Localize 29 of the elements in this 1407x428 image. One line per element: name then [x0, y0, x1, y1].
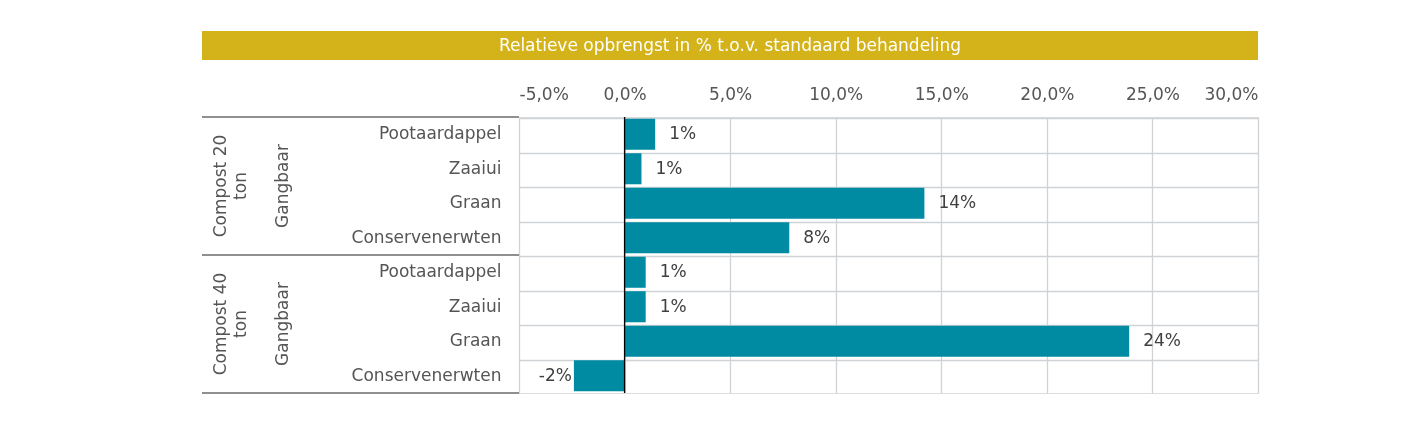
x-tick-label: 20,0%: [1020, 83, 1075, 104]
y-tick-label: Zaaiui: [448, 295, 502, 316]
y-tick-label: Conservenerwten: [351, 226, 502, 247]
text: Compost 40 ton: [210, 272, 250, 376]
text: Compost 20 ton: [210, 134, 250, 238]
chart-title: Relatieve opbrengst in % t.o.v. standaard behandeling: [498, 34, 962, 55]
text: Gangbaar: [272, 144, 292, 228]
y-tick-label: Graan: [449, 330, 502, 351]
y-tick-label: Conservenerwten: [351, 364, 502, 385]
data-label: 1%: [659, 261, 687, 282]
data-label: 8%: [803, 226, 831, 247]
y-tick-label: Pootaardappel: [378, 261, 502, 282]
data-label: 1%: [655, 157, 683, 178]
x-tick-label: 15,0%: [914, 83, 969, 104]
data-label: 24%: [1143, 330, 1181, 351]
x-tick-label: -5,0%: [519, 83, 569, 104]
data-label: 1%: [669, 123, 697, 144]
x-tick-label: 30,0%: [1204, 83, 1259, 104]
text: Gangbaar: [272, 282, 292, 366]
x-tick-label: 10,0%: [809, 83, 864, 104]
x-tick-label: 25,0%: [1125, 83, 1180, 104]
x-tick-label: 5,0%: [709, 83, 753, 104]
x-tick-label: 0,0%: [603, 83, 647, 104]
data-label: 14%: [938, 192, 977, 213]
data-label: -2%: [538, 364, 572, 385]
y-tick-label: Zaaiui: [448, 157, 502, 178]
y-tick-label: Pootaardappel: [378, 123, 502, 144]
y-tick-label: Graan: [449, 192, 502, 213]
data-label: 1%: [659, 295, 687, 316]
